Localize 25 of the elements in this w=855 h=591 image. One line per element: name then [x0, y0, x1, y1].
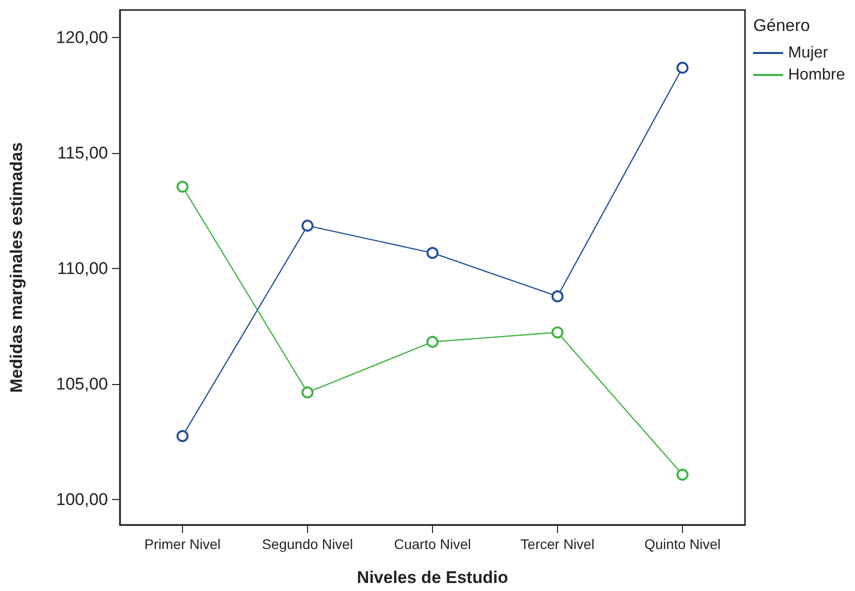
x-axis-title: Niveles de Estudio — [356, 568, 508, 587]
point — [302, 220, 314, 232]
point — [426, 246, 438, 259]
legend-label: Mujer — [788, 44, 829, 62]
y-tick-label: 120,00 — [56, 28, 108, 48]
legend-title: Género — [753, 16, 810, 35]
point — [676, 468, 688, 481]
legend-label: Hombre — [788, 66, 846, 84]
y-tick-label: 110,00 — [57, 259, 108, 278]
y-axis-title: Medidas marginales estimadas — [7, 142, 26, 393]
point — [552, 326, 564, 338]
y-tick-label: 105,00 — [56, 374, 108, 394]
y-tick-label: 115,00 — [57, 144, 108, 163]
point — [176, 430, 188, 442]
x-tick-label: Tercer Nivel — [520, 536, 594, 552]
x-tick-label: Quinto Nivel — [644, 536, 721, 552]
point — [552, 290, 564, 302]
x-tick-label: Segundo Nivel — [262, 536, 354, 552]
x-tick-label: Primer Nivel — [144, 536, 221, 552]
y-tick-label: 100,00 — [56, 490, 108, 510]
point — [426, 336, 438, 348]
point — [176, 180, 188, 193]
point — [302, 386, 314, 398]
x-tick-label: Cuarto Nivel — [394, 536, 472, 552]
point — [676, 62, 688, 74]
